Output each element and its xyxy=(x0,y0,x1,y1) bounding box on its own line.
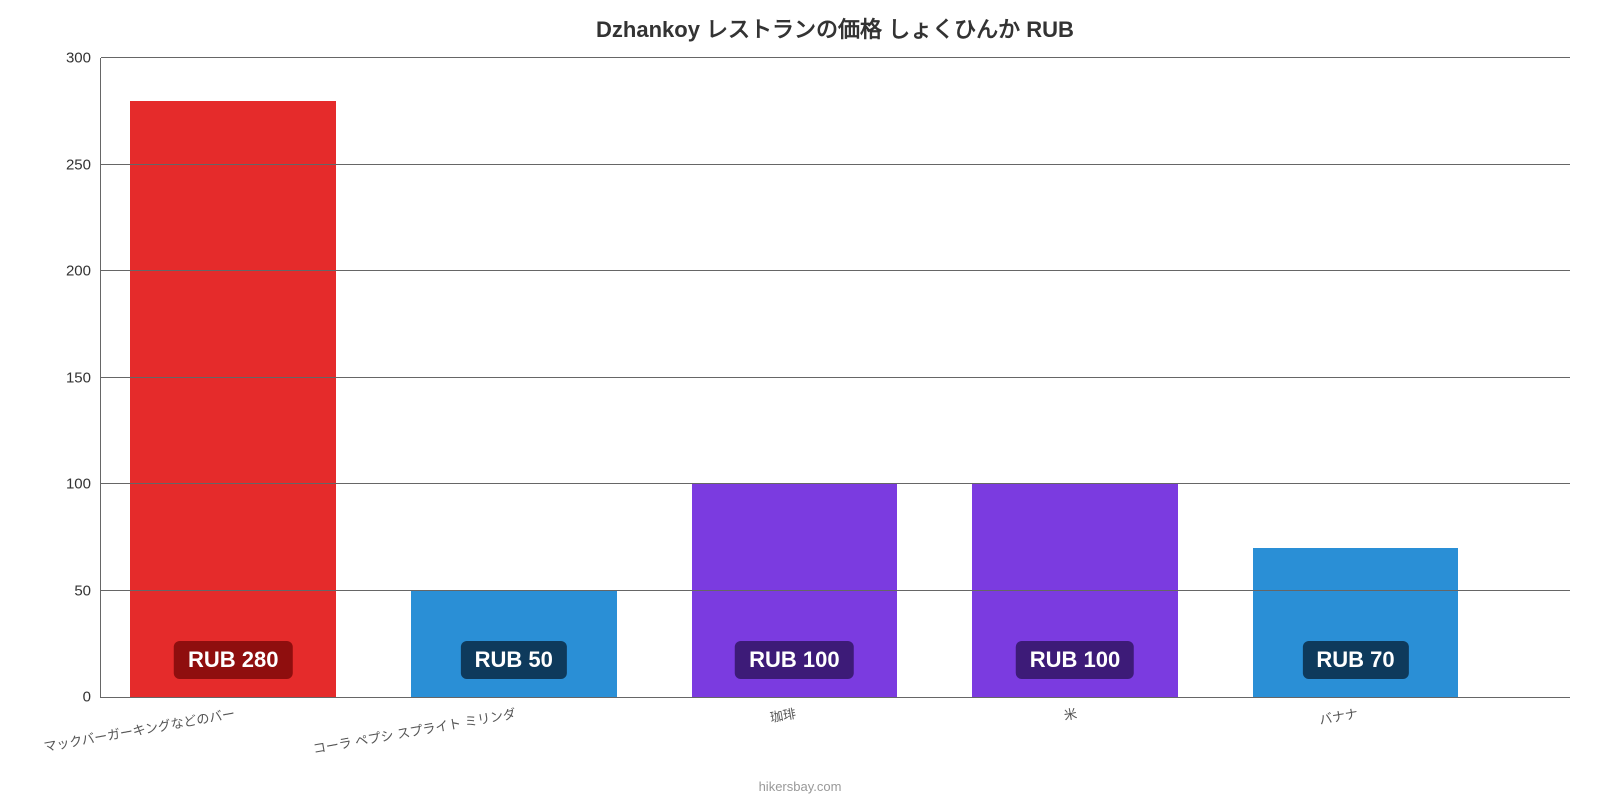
chart-bar: RUB 280 xyxy=(130,101,336,697)
x-tick-label: 珈琲 xyxy=(769,703,798,726)
bar-value-wrap: RUB 50 xyxy=(461,641,567,679)
credit-text: hikersbay.com xyxy=(759,779,842,794)
plot-area: RUB 280RUB 50RUB 100RUB 100RUB 70 マックバーガ… xyxy=(100,58,1570,698)
x-tick-label: マックバーガーキングなどのバー xyxy=(42,703,236,755)
bar-value-label: RUB 70 xyxy=(1302,641,1408,679)
bars-layer: RUB 280 RUB 50 RUB 100 RUB 100 RUB 70 xyxy=(101,58,1570,697)
y-tick-label: 150 xyxy=(66,369,91,386)
chart-container: Dzhankoy レストランの価格 しょくひんか RUB RUB 280RUB … xyxy=(0,0,1600,800)
y-tick-label: 250 xyxy=(66,156,91,173)
bar-value-wrap: RUB 100 xyxy=(735,641,853,679)
x-tick-label: バナナ xyxy=(1317,703,1359,728)
x-tick-label: 米 xyxy=(1062,703,1078,724)
chart-title: Dzhankoy レストランの価格 しょくひんか RUB xyxy=(100,12,1570,44)
bar-value-label: RUB 100 xyxy=(1016,641,1134,679)
y-tick-label: 100 xyxy=(66,476,91,493)
y-tick-label: 300 xyxy=(66,50,91,67)
bar-value-wrap: RUB 280 xyxy=(174,641,292,679)
chart-bar: RUB 70 xyxy=(1253,548,1459,697)
bar-value-label: RUB 50 xyxy=(461,641,567,679)
chart-bar: RUB 100 xyxy=(972,484,1178,697)
y-tick-label: 200 xyxy=(66,263,91,280)
chart-bar: RUB 100 xyxy=(692,484,898,697)
y-tick-label: 50 xyxy=(74,582,91,599)
chart-bar: RUB 50 xyxy=(411,591,617,698)
y-tick-label: 0 xyxy=(83,689,91,706)
bar-value-label: RUB 100 xyxy=(735,641,853,679)
bar-value-label: RUB 280 xyxy=(174,641,292,679)
bar-value-wrap: RUB 70 xyxy=(1302,641,1408,679)
x-tick-label: コーラ ペプシ スプライト ミリンダ xyxy=(311,703,517,757)
bar-value-wrap: RUB 100 xyxy=(1016,641,1134,679)
